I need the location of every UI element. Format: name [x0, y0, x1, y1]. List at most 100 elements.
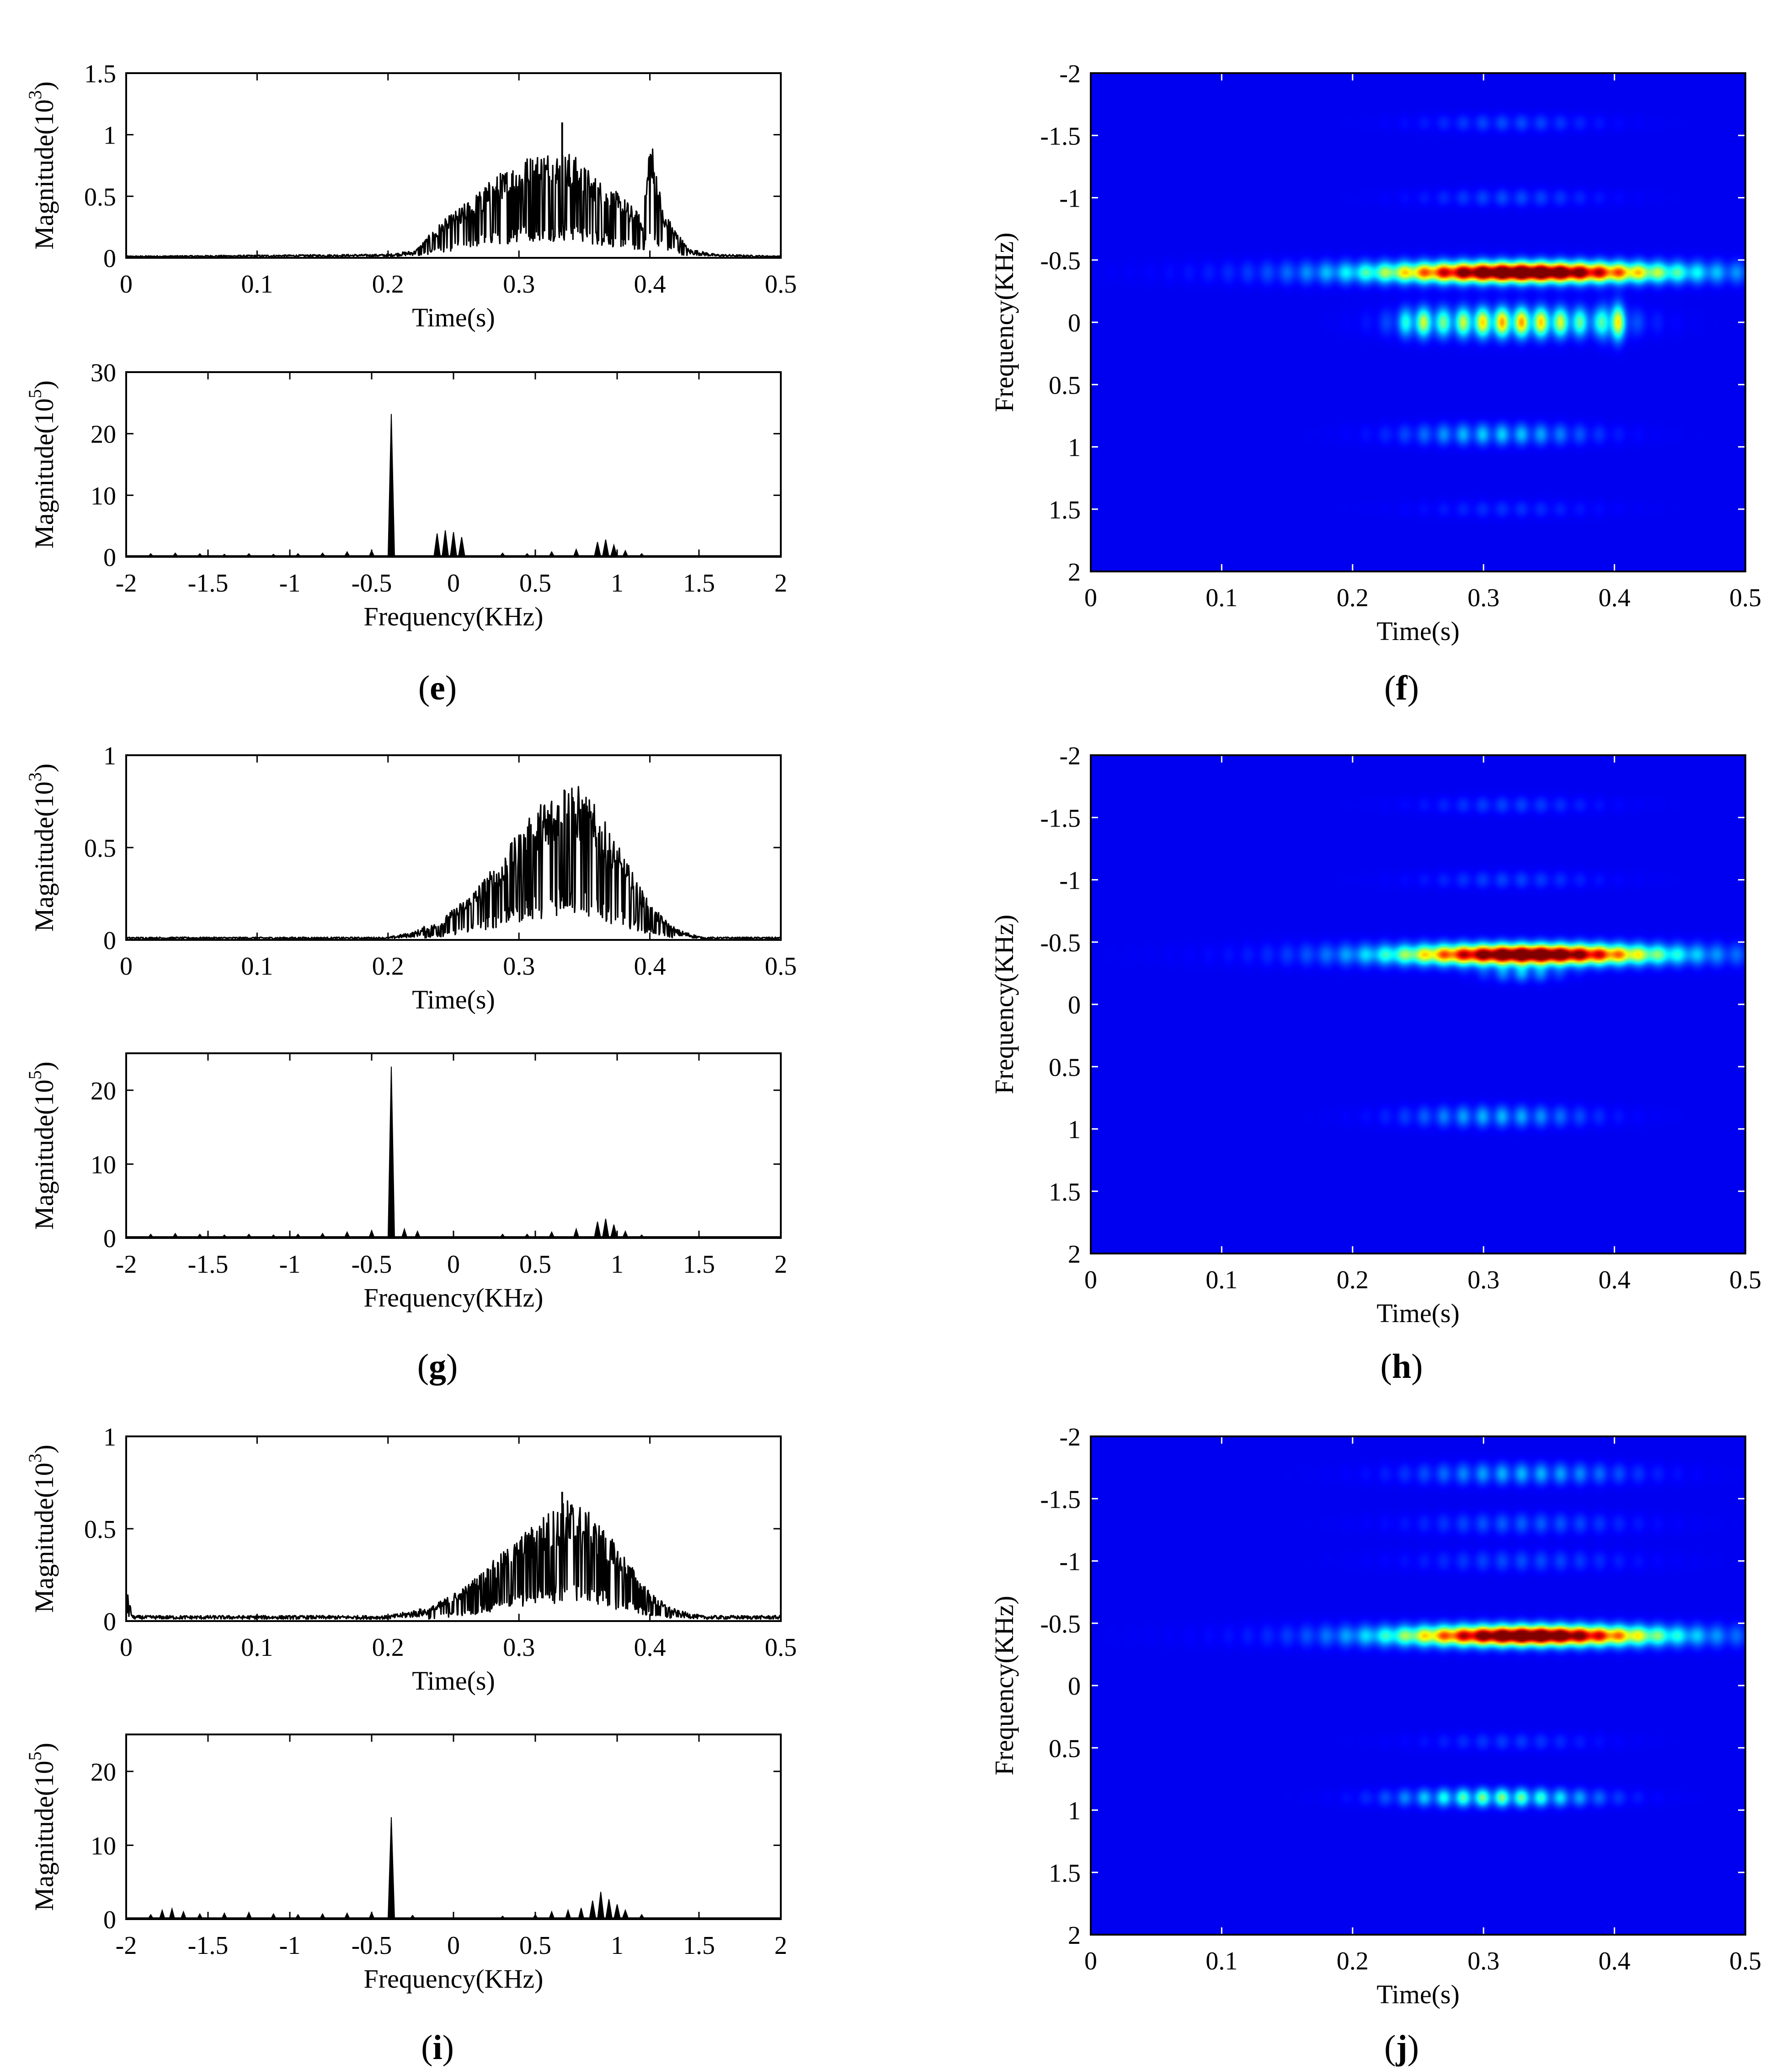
sidelobe-peak — [147, 553, 155, 557]
chart-f-heatmap: 0 0.1 0.2 0.3 0.4 0.5 -2 -1.5 -1 -0.5 0 0.5 1 1.5 2 Tim… — [989, 60, 1761, 646]
spectral-peak — [602, 539, 610, 557]
y-tick-label: -2 — [1059, 60, 1081, 88]
spectral-peak — [433, 533, 441, 557]
chart-g-line: -2 -1.5 -1 -0.5 0 0.5 1 1.5 201020Frequency(KHz)… — [25, 1052, 787, 1312]
y-axis-label-close: ) — [29, 380, 59, 389]
x-tick-label: 2 — [774, 569, 787, 598]
axes-frame — [1090, 72, 1746, 572]
y-axis-label-exponent: 3 — [25, 772, 45, 781]
x-tick-label: -1 — [279, 569, 301, 598]
series-line — [125, 1500, 781, 1620]
y-axis-label: Frequency(KHz) — [989, 915, 1019, 1094]
x-tick-label: 0.5 — [765, 270, 797, 299]
axes-frame — [1090, 754, 1746, 1254]
sidelobe-peak — [368, 550, 375, 557]
x-tick-label: 0.5 — [519, 569, 551, 598]
x-tick-label: 2 — [774, 1250, 787, 1279]
sidelobe-peak — [171, 552, 179, 557]
panel-label-letter: g — [429, 1347, 446, 1386]
y-tick-label: -1.5 — [1040, 804, 1081, 832]
x-tick-label: 0.3 — [1467, 1947, 1499, 1975]
sidelobe-peak — [499, 1233, 507, 1238]
sidelobe-peak — [401, 1227, 408, 1238]
sidelobe-peak — [638, 1234, 645, 1238]
x-tick-label: 0.3 — [1467, 1266, 1499, 1294]
y-axis-label: Frequency(KHz) — [989, 233, 1019, 412]
y-tick-label: -1 — [1059, 1548, 1081, 1576]
spectral-peak — [597, 1892, 605, 1920]
y-tick-label: 10 — [91, 1151, 116, 1179]
y-axis-label: Frequency(KHz) — [989, 1596, 1019, 1776]
x-tick-label: 0.5 — [1729, 584, 1761, 612]
x-tick-label: 1.5 — [683, 1931, 715, 1960]
sidelobe-peak — [147, 1233, 155, 1238]
y-axis-label: Magnitude(105) — [25, 1743, 59, 1911]
y-axis-label: Magnitude(105) — [25, 380, 59, 549]
sidelobe-peak — [622, 550, 629, 557]
y-tick-label: 2 — [1068, 1240, 1081, 1269]
x-axis-label: Frequency(KHz) — [364, 1283, 544, 1312]
x-tick-label: 0.5 — [765, 1633, 797, 1662]
y-tick-label: 0.5 — [84, 834, 116, 863]
x-tick-label: 1.5 — [683, 569, 715, 598]
x-tick-label: 0 — [1084, 584, 1097, 612]
sidelobe-peak — [368, 1229, 375, 1238]
sidelobe-peak — [294, 1233, 302, 1238]
sidelobe-peak — [622, 1230, 629, 1238]
x-tick-label: 0.5 — [519, 1931, 551, 1960]
panel-label-i: (i) — [421, 2028, 454, 2067]
y-axis-label-exponent: 5 — [25, 1070, 45, 1079]
sidelobe-peak — [523, 1233, 531, 1238]
sidelobe-peak — [245, 553, 253, 557]
sidelobe-peak — [409, 1915, 416, 1920]
y-tick-label: 0 — [103, 544, 116, 572]
sidelobe-peak — [532, 1914, 539, 1920]
panel-label-close-paren: ) — [443, 2028, 454, 2067]
spectral-peak — [593, 1222, 602, 1238]
spectral-peak — [610, 1224, 618, 1238]
y-tick-label: 2 — [1068, 1921, 1081, 1950]
panel-label-close-paren: ) — [1408, 669, 1419, 707]
panel-label-letter: j — [1395, 2028, 1407, 2067]
y-tick-label: 1 — [1068, 1797, 1081, 1825]
y-axis-label: Magnitude(105) — [25, 1062, 59, 1230]
y-tick-label: 2 — [1068, 558, 1081, 587]
y-tick-label: 0.5 — [1049, 371, 1081, 400]
sidelobe-peak — [221, 1912, 228, 1920]
axes-frame — [1090, 1435, 1746, 1936]
spectral-peak — [589, 1900, 597, 1920]
sidelobe-peak — [414, 1230, 421, 1238]
x-tick-label: 0.2 — [372, 952, 404, 981]
x-tick-label: -1 — [279, 1250, 301, 1279]
y-tick-label: 0 — [1068, 309, 1081, 337]
y-tick-label: -0.5 — [1040, 247, 1081, 275]
x-tick-label: 0.3 — [503, 270, 535, 299]
spectral-peak — [441, 530, 449, 557]
spectral-peak — [387, 1817, 395, 1920]
x-axis-label: Frequency(KHz) — [364, 602, 544, 631]
y-tick-label: -2 — [1059, 742, 1081, 770]
sidelobe-peak — [548, 1231, 555, 1238]
axes-frame — [125, 754, 782, 941]
y-axis-label-close: ) — [29, 1062, 59, 1070]
y-tick-label: 0 — [103, 1608, 116, 1636]
y-axis-label-base: Magnitude(10 — [29, 398, 59, 549]
y-tick-label: 0 — [103, 245, 116, 273]
x-tick-label: -1 — [279, 1931, 301, 1960]
chart-i-line: 0 0.1 0.2 0.3 0.4 0.5 0 0.5 1 Time(s) Magnitude(10… — [25, 1423, 797, 1696]
y-axis-label: Magnitude(103) — [25, 81, 59, 250]
y-tick-label: 10 — [91, 1832, 116, 1860]
y-axis-label-exponent: 3 — [25, 1453, 45, 1462]
x-tick-label: -0.5 — [352, 1250, 392, 1279]
y-tick-label: -1 — [1059, 867, 1081, 895]
sidelobe-peak — [319, 552, 326, 557]
panel-label-open-paren: ( — [1381, 1347, 1392, 1386]
sidelobe-peak — [220, 1234, 229, 1238]
y-tick-label: 1.5 — [84, 60, 116, 88]
panel-label-close-paren: ) — [1408, 2028, 1419, 2067]
y-tick-label: -0.5 — [1040, 929, 1081, 957]
x-axis-label: Time(s) — [1376, 1298, 1460, 1328]
sidelobe-peak — [245, 1911, 252, 1920]
spectrogram-image — [1091, 755, 1745, 1254]
